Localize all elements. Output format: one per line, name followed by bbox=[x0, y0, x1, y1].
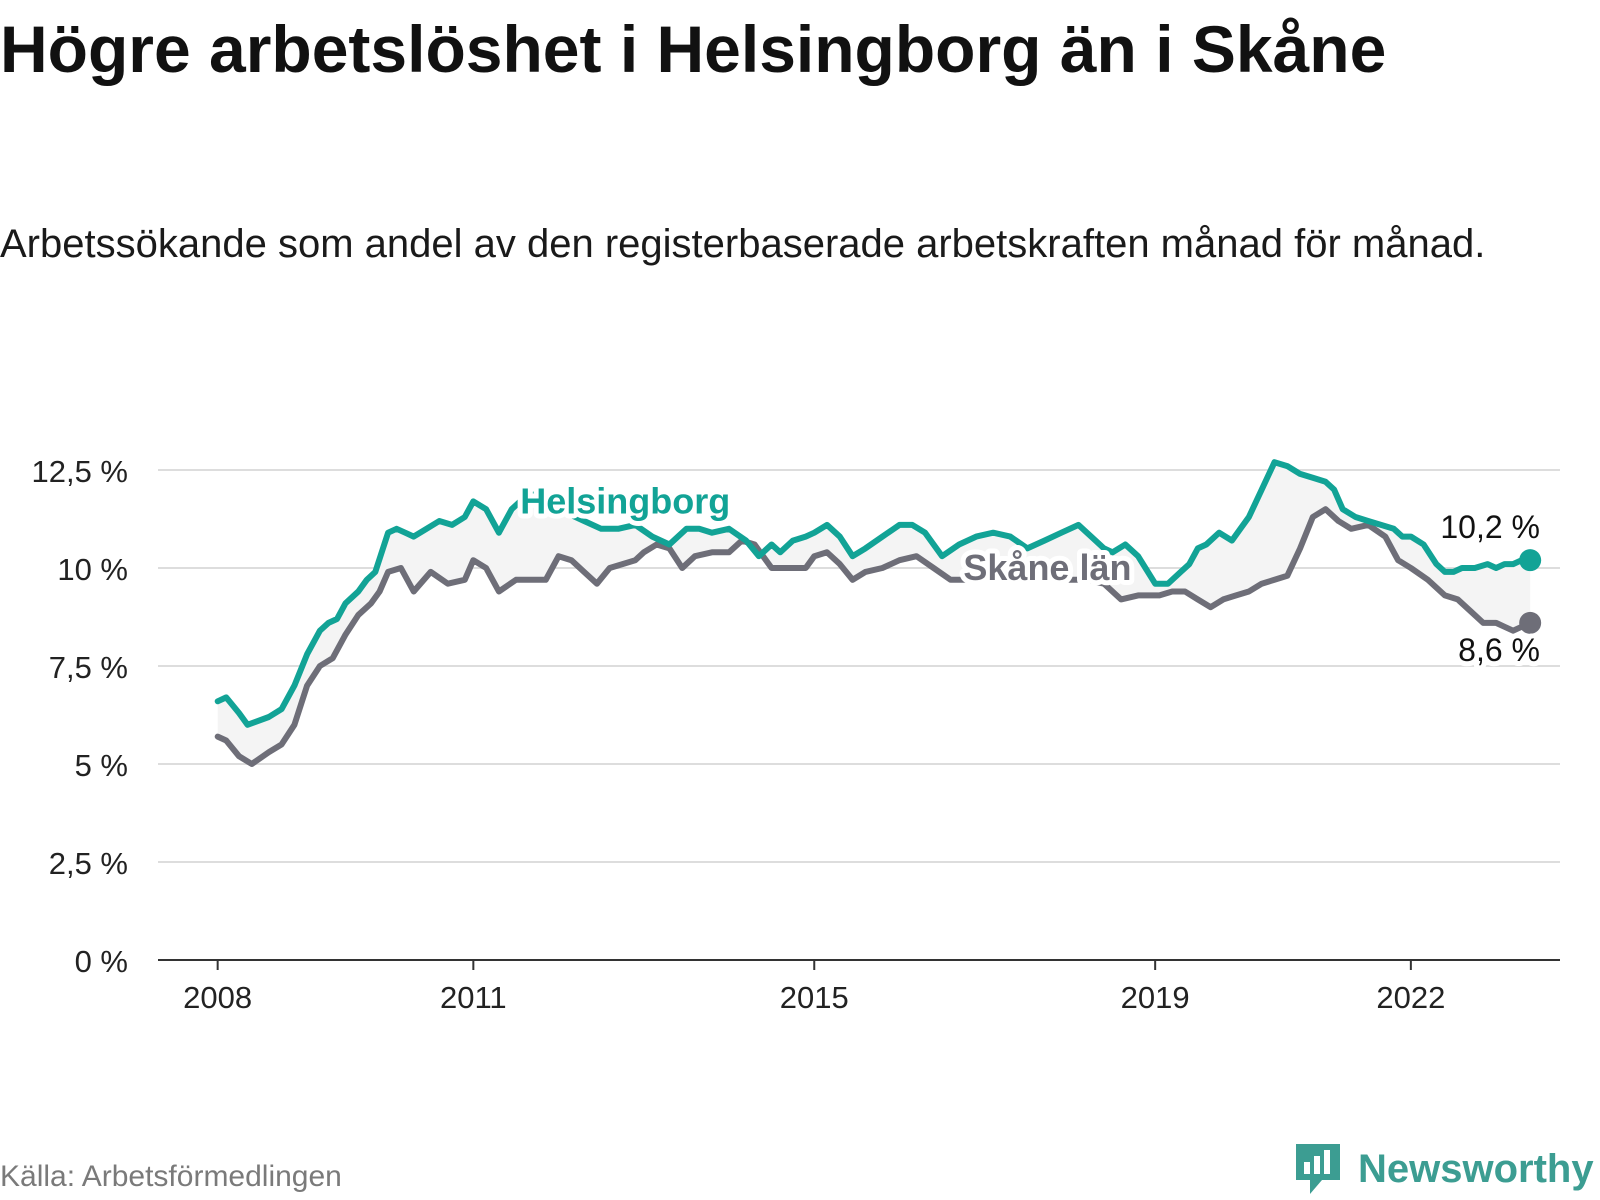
end-label-helsingborg: 10,2 % bbox=[1440, 509, 1540, 545]
newsworthy-logo-icon bbox=[1296, 1144, 1340, 1194]
grid-lines: 0 % 2,5 % 5 % 7,5 % 10 % 12,5 % bbox=[31, 454, 1560, 979]
series-line-skane bbox=[214, 506, 1534, 767]
y-tick-label: 2,5 % bbox=[49, 846, 128, 881]
x-tick-label: 2019 bbox=[1121, 980, 1190, 1015]
y-tick-label: 12,5 % bbox=[31, 454, 128, 489]
x-tick-label: 2008 bbox=[183, 980, 252, 1015]
gap-band bbox=[217, 462, 1531, 764]
endpoint-skane bbox=[1519, 611, 1542, 634]
series-label-skane: Skåne län bbox=[963, 547, 1131, 588]
series-label-helsingborg-halo: Helsingborg bbox=[520, 480, 730, 521]
y-tick-label: 10 % bbox=[57, 552, 128, 587]
brand-logo: Newsworthy bbox=[1292, 1140, 1594, 1198]
source-note: Källa: Arbetsförmedlingen bbox=[0, 1160, 342, 1193]
chart-title: Högre arbetslöshet i Helsingborg än i Sk… bbox=[0, 12, 1387, 86]
end-label-skane: 8,6 % bbox=[1458, 632, 1540, 668]
y-tick-label: 0 % bbox=[75, 944, 128, 979]
series-line-helsingborg bbox=[214, 459, 1534, 728]
y-tick-label: 7,5 % bbox=[49, 650, 128, 685]
x-tick-label: 2015 bbox=[780, 980, 849, 1015]
end-label-skane-halo: 8,6 % bbox=[1458, 632, 1540, 668]
x-axis: 2008 2011 2015 2019 2022 bbox=[158, 959, 1560, 1015]
x-tick-label: 2011 bbox=[440, 980, 507, 1015]
series-label-helsingborg: Helsingborg bbox=[520, 480, 730, 521]
chart-subtitle: Arbetssökande som andel av den registerb… bbox=[0, 222, 1486, 266]
endpoint-helsingborg bbox=[1519, 549, 1542, 572]
x-tick-label: 2022 bbox=[1376, 980, 1445, 1015]
brand-name: Newsworthy bbox=[1358, 1146, 1594, 1191]
series-label-skane-halo: Skåne län bbox=[963, 547, 1131, 588]
series-labels: 10,2 %10,2 %8,6 %8,6 %HelsingborgHelsing… bbox=[515, 475, 1545, 673]
y-tick-label: 5 % bbox=[75, 748, 128, 783]
end-label-helsingborg-halo: 10,2 % bbox=[1440, 509, 1540, 545]
